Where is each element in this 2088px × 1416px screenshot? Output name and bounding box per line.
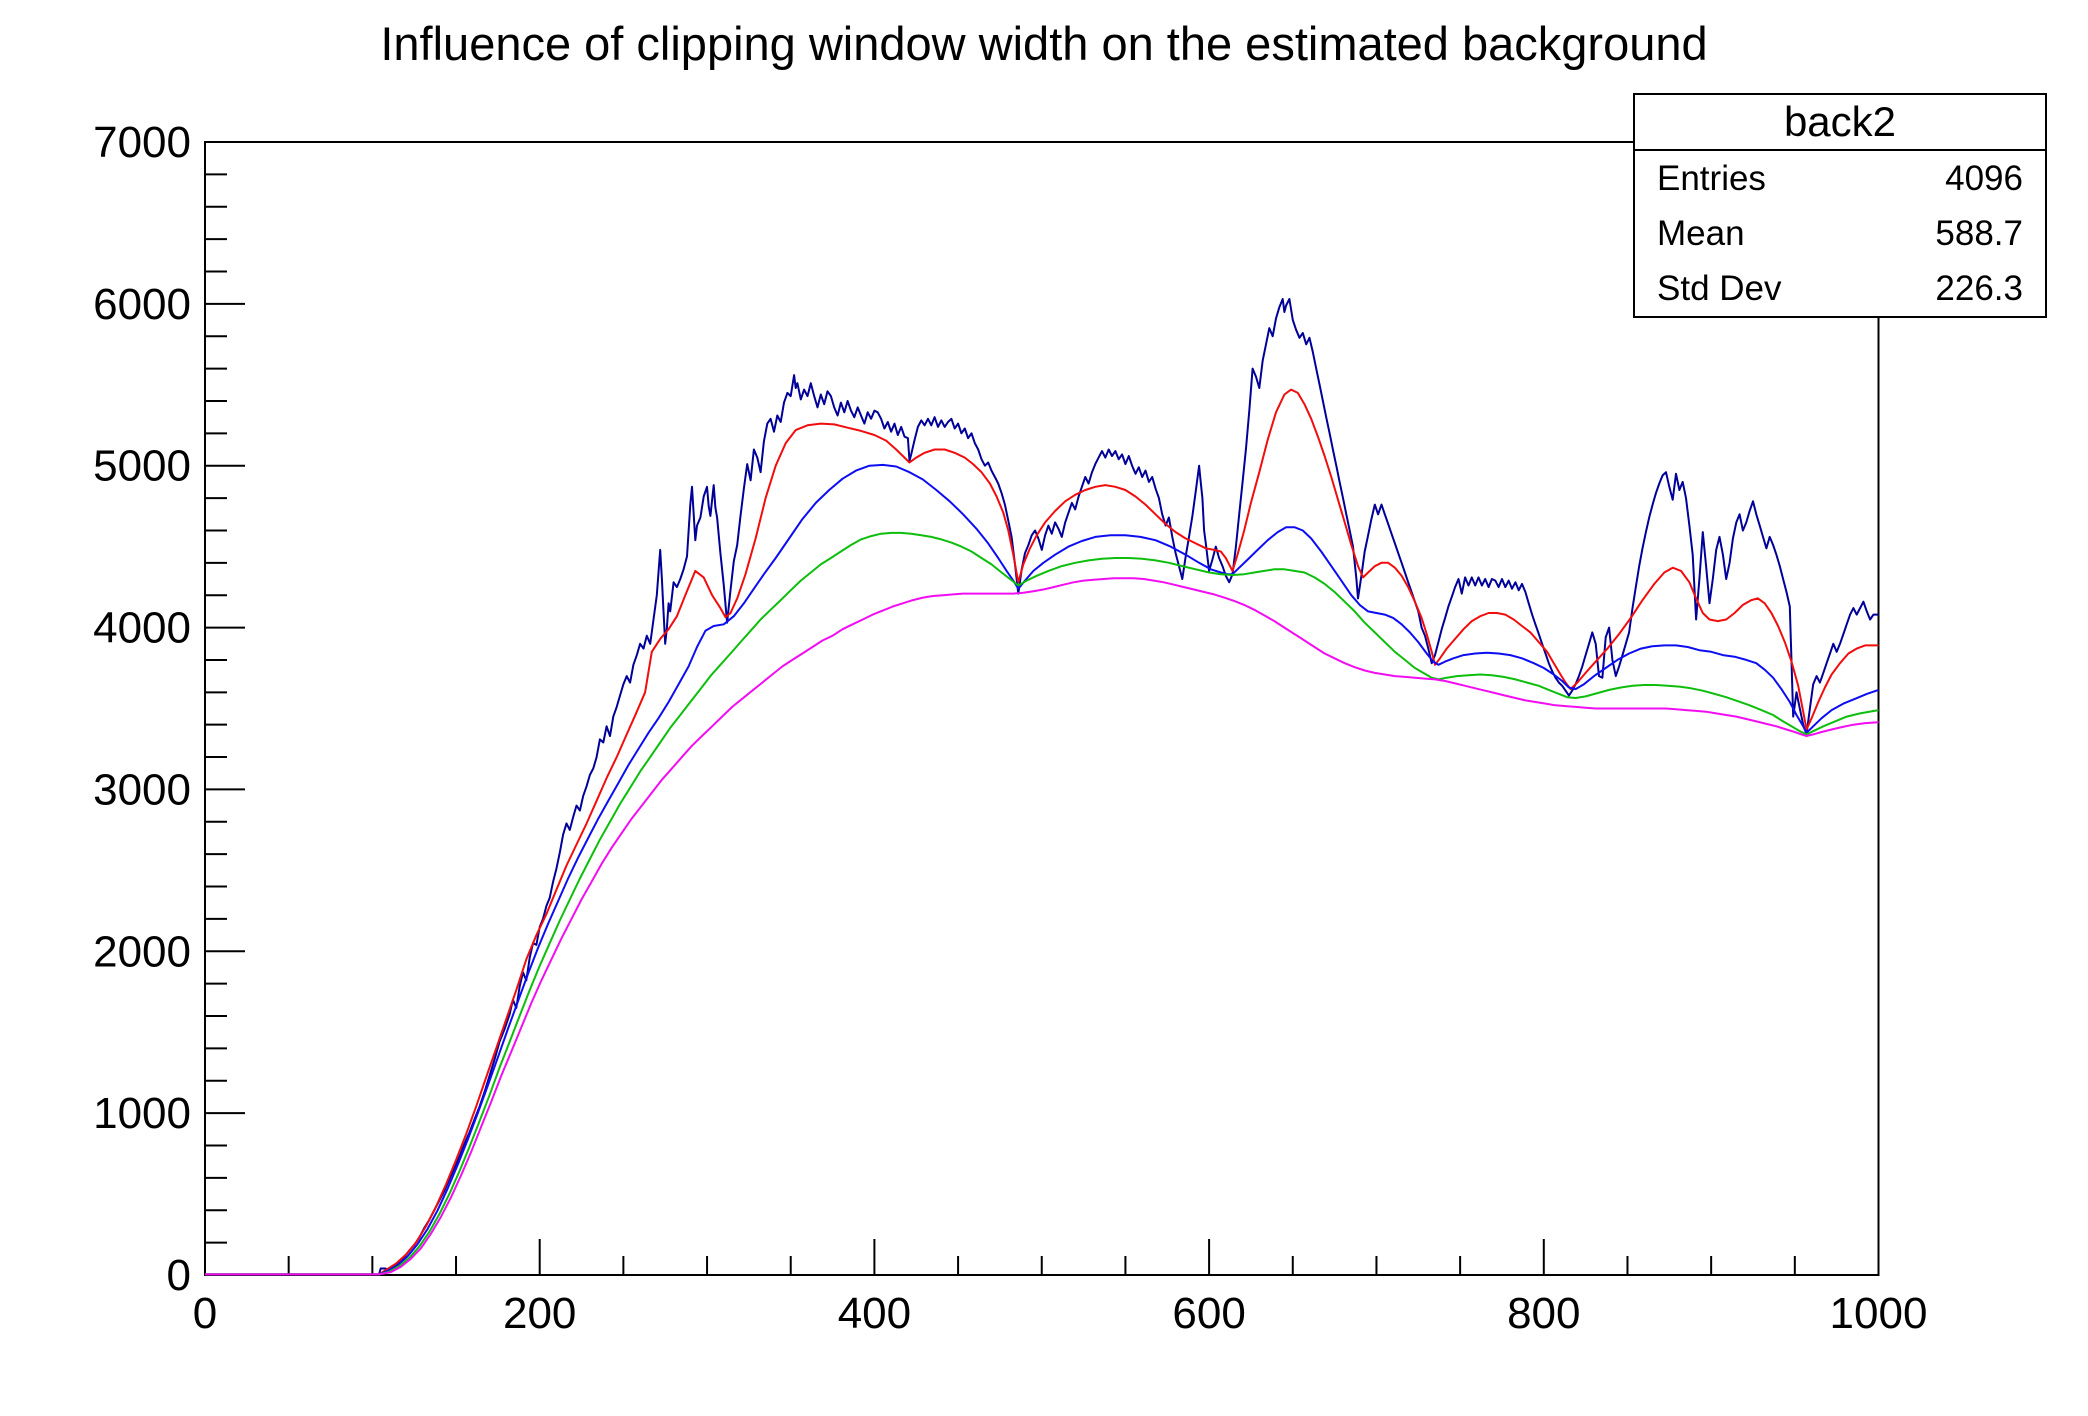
stats-label: Std Dev bbox=[1657, 268, 1782, 308]
axis-labels: 0 1000 2000 3000 4000 5000 6000 7000 0 200 400 600 8… bbox=[93, 118, 1927, 1338]
y-tick-label: 6000 bbox=[93, 280, 191, 329]
stats-value: 226.3 bbox=[1935, 268, 2023, 308]
stats-label: Mean bbox=[1657, 213, 1745, 253]
x-tick-label: 800 bbox=[1507, 1289, 1580, 1338]
x-tick-label: 400 bbox=[838, 1289, 911, 1338]
x-tick-label: 200 bbox=[503, 1289, 576, 1338]
x-tick-label: 0 bbox=[193, 1289, 217, 1338]
y-tick-label: 1000 bbox=[93, 1089, 191, 1138]
y-tick-label: 0 bbox=[167, 1251, 191, 1300]
series-spectrum-histogram bbox=[205, 298, 1879, 1276]
stats-label: Entries bbox=[1657, 158, 1766, 198]
x-tick-label: 600 bbox=[1172, 1289, 1245, 1338]
stats-value: 4096 bbox=[1945, 158, 2023, 198]
stats-row-stddev: Std Dev 226.3 bbox=[1635, 261, 2045, 316]
y-tick-label: 3000 bbox=[93, 765, 191, 814]
stats-value: 588.7 bbox=[1935, 213, 2023, 253]
y-tick-label: 7000 bbox=[93, 118, 191, 167]
stats-box[interactable]: back2 Entries 4096 Mean 588.7 Std Dev 22… bbox=[1633, 93, 2047, 318]
series-background-estimate-3 bbox=[205, 531, 1879, 1276]
stats-row-entries: Entries 4096 bbox=[1635, 151, 2045, 206]
series-background-estimate-4 bbox=[205, 577, 1879, 1276]
chart-title: Influence of clipping window width on th… bbox=[380, 17, 1708, 70]
y-tick-label: 5000 bbox=[93, 442, 191, 491]
y-tick-label: 4000 bbox=[93, 604, 191, 653]
y-tick-label: 2000 bbox=[93, 927, 191, 976]
stats-row-mean: Mean 588.7 bbox=[1635, 206, 2045, 261]
series-background-estimate-2 bbox=[205, 463, 1879, 1276]
series-background-estimate-1 bbox=[205, 388, 1879, 1276]
x-tick-label: 1000 bbox=[1830, 1289, 1928, 1338]
stats-box-title: back2 bbox=[1635, 95, 2045, 151]
